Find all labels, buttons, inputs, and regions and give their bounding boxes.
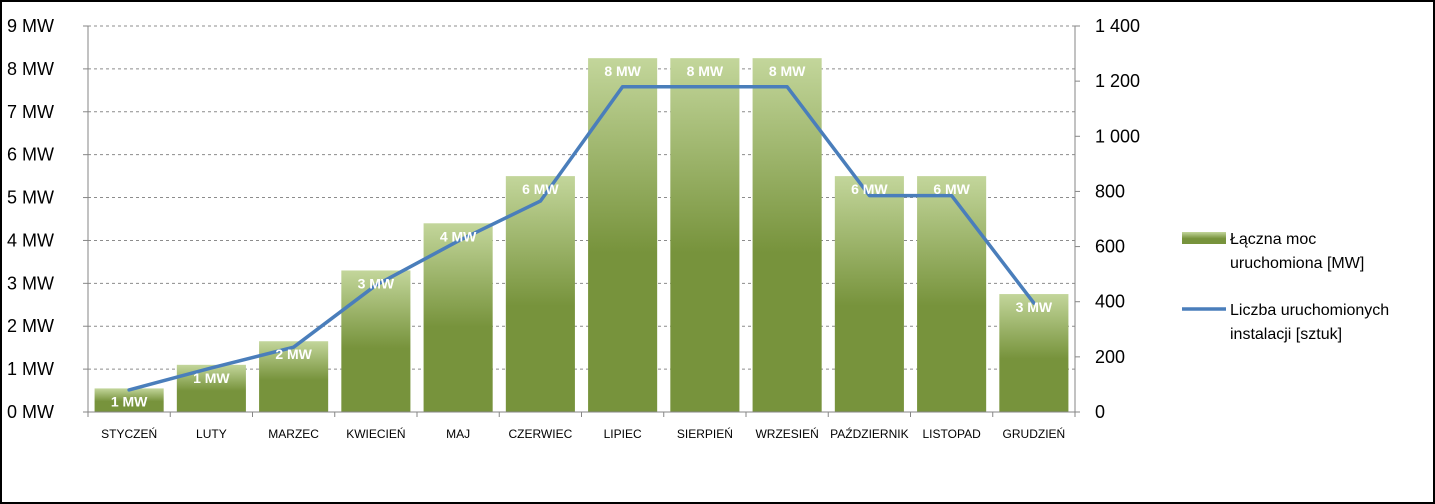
y-right-tick-label: 1 400 xyxy=(1095,16,1140,36)
legend-label: Liczba uruchomionych xyxy=(1230,302,1389,319)
bar xyxy=(999,294,1069,412)
data-label: 8 MW xyxy=(769,63,806,79)
plot-area xyxy=(88,26,1075,412)
bar xyxy=(341,270,411,412)
tick-labels: 0 MW 1 MW 2 MW 3 MW 4 MW 5 MW 6 MW 7 MW 8 MW 9 MW… xyxy=(7,16,1140,441)
plot-background xyxy=(88,26,1075,412)
series-line xyxy=(127,84,1036,392)
y-right-tick-label: 1 000 xyxy=(1095,126,1140,146)
y-left-tick-label: 6 MW xyxy=(7,145,54,165)
x-tick-label: CZERWIEC xyxy=(508,427,572,441)
x-tick-label: SIERPIEŃ xyxy=(677,426,733,441)
y-left-tick-label: 0 MW xyxy=(7,402,54,422)
y-right-tick-label: 1 200 xyxy=(1095,71,1140,91)
bar xyxy=(505,176,575,412)
y-left-tick-label: 9 MW xyxy=(7,16,54,36)
x-tick-label: STYCZEŃ xyxy=(101,426,157,441)
y-left-tick-label: 5 MW xyxy=(7,188,54,208)
data-label: 3 MW xyxy=(1016,299,1053,315)
y-left-tick-label: 1 MW xyxy=(7,359,54,379)
x-tick-label: PAŹDZIERNIK xyxy=(830,426,908,441)
x-tick-label: LIPIEC xyxy=(604,427,642,441)
legend-label: Łączna moc xyxy=(1230,231,1316,248)
bar xyxy=(670,58,740,413)
bar xyxy=(752,58,822,413)
gridlines xyxy=(88,25,1075,370)
data-label: 2 MW xyxy=(275,346,312,362)
data-label: 3 MW xyxy=(358,275,395,291)
data-label: 1 MW xyxy=(193,370,230,386)
data-label: 1 MW xyxy=(111,393,148,409)
data-label: 6 MW xyxy=(522,181,559,197)
y-right-tick-label: 200 xyxy=(1095,347,1125,367)
x-tick-label: MARZEC xyxy=(268,427,319,441)
y-left-tick-label: 2 MW xyxy=(7,316,54,336)
y-left-tick-label: 8 MW xyxy=(7,59,54,79)
data-label: 4 MW xyxy=(440,228,477,244)
y-left-tick-label: 7 MW xyxy=(7,102,54,122)
y-right-tick-label: 400 xyxy=(1095,292,1125,312)
legend-label: uruchomiona [MW] xyxy=(1230,255,1364,272)
data-label: 8 MW xyxy=(604,63,641,79)
bar xyxy=(588,58,658,413)
y-left-tick-label: 4 MW xyxy=(7,230,54,250)
y-left-tick-label: 3 MW xyxy=(7,273,54,293)
data-labels: 1 MW 1 MW 2 MW 3 MW 4 MW 6 MW 8 MW 8 MW 8 MW 6 MW… xyxy=(111,63,1053,409)
line-series xyxy=(127,84,1036,392)
axes xyxy=(83,25,1080,417)
legend-swatch-bar xyxy=(1182,232,1226,244)
legend-label: instalacji [sztuk] xyxy=(1230,326,1342,343)
data-label: 8 MW xyxy=(687,63,724,79)
bar xyxy=(94,388,164,412)
x-tick-label: GRUDZIEŃ xyxy=(1003,426,1066,441)
data-label: 6 MW xyxy=(851,181,888,197)
x-tick-label: LISTOPAD xyxy=(923,427,982,441)
x-tick-label: MAJ xyxy=(446,427,470,441)
x-tick-label: LUTY xyxy=(196,427,227,441)
x-tick-label: WRZESIEŃ xyxy=(755,426,818,441)
bar xyxy=(917,176,987,412)
bar xyxy=(834,176,904,412)
y-right-tick-label: 800 xyxy=(1095,181,1125,201)
legend: Łączna moc uruchomiona [MW] Liczba uruchom… xyxy=(1182,231,1389,343)
y-right-tick-label: 600 xyxy=(1095,237,1125,257)
data-label: 6 MW xyxy=(933,181,970,197)
bar xyxy=(423,223,493,412)
y-right-tick-label: 0 xyxy=(1095,402,1105,422)
x-tick-label: KWIECIEŃ xyxy=(346,426,405,441)
